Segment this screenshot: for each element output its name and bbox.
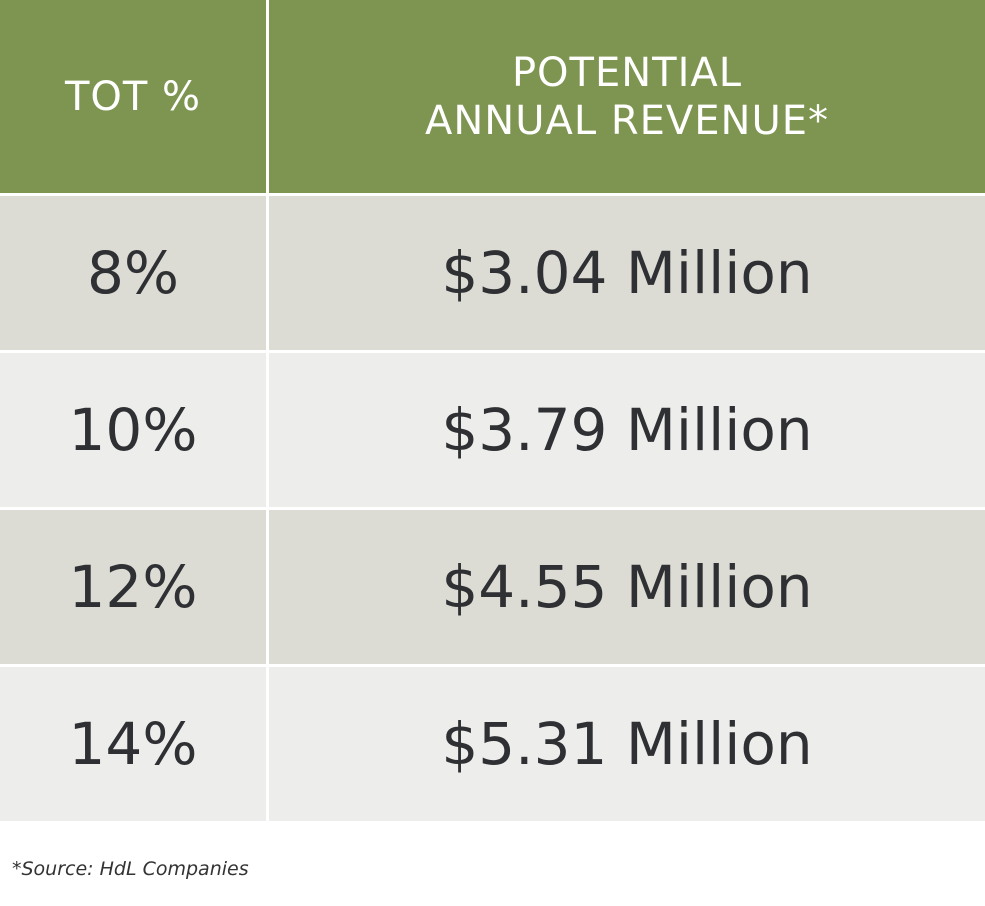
table-cell: $5.31 Million (269, 667, 985, 821)
table-cell: 14% (0, 667, 266, 821)
header-text: TOT % (64, 73, 202, 120)
header-text: POTENTIAL (511, 49, 743, 96)
table-row: 10% $3.79 Million (0, 353, 985, 507)
table-row: 8% $3.04 Million (0, 196, 985, 350)
table-cell: 10% (0, 353, 266, 507)
revenue-table: TOT % POTENTIAL ANNUAL REVENUE* 8% $3.04 Mil… (0, 0, 985, 821)
table-row: 12% $4.55 Million (0, 510, 985, 664)
header-row: TOT % POTENTIAL ANNUAL REVENUE* (0, 0, 985, 193)
header-text: ANNUAL REVENUE* (424, 97, 830, 144)
table-cell: $3.79 Million (269, 353, 985, 507)
table-cell: $3.04 Million (269, 196, 985, 350)
table-row: 14% $5.31 Million (0, 667, 985, 821)
table-cell: $4.55 Million (269, 510, 985, 664)
header-cell: POTENTIAL ANNUAL REVENUE* (269, 0, 985, 193)
footnote: *Source: HdL Companies (12, 858, 249, 880)
table-cell: 8% (0, 196, 266, 350)
header-cell: TOT % (0, 0, 266, 193)
table-cell: 12% (0, 510, 266, 664)
